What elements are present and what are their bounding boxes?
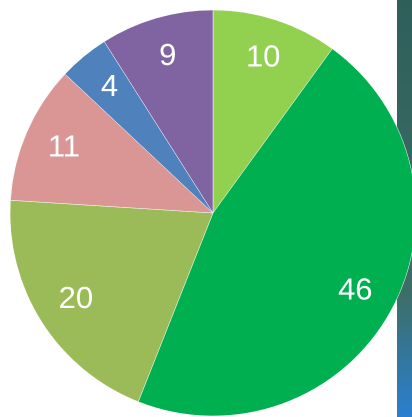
data-label: 20 xyxy=(59,280,93,315)
data-label: 11 xyxy=(48,129,80,164)
data-label: 46 xyxy=(338,271,372,306)
pie: 10 46 20 11 4 9 xyxy=(10,10,412,416)
chart: 10 46 20 11 4 9 xyxy=(0,0,412,417)
data-label: 10 xyxy=(246,39,280,74)
data-label: 4 xyxy=(101,68,118,103)
data-label: 9 xyxy=(159,37,176,72)
page: {"chart_data": {"type": "pie", "values":… xyxy=(0,0,412,417)
